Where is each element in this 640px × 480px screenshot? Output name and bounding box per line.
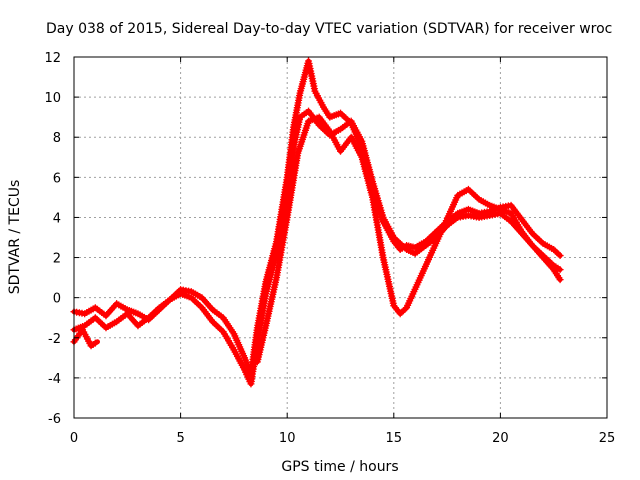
x-tick-label: 10 bbox=[279, 431, 296, 446]
data-point bbox=[550, 246, 558, 254]
data-point bbox=[393, 237, 401, 245]
y-axis-label: SDTVAR / TECUs bbox=[7, 180, 23, 295]
x-tick-label: 25 bbox=[599, 431, 616, 446]
x-tick-label: 20 bbox=[492, 431, 509, 446]
y-tick-label: 2 bbox=[53, 252, 61, 267]
data-point bbox=[398, 308, 406, 316]
data-point bbox=[398, 241, 406, 249]
data-point bbox=[395, 238, 403, 246]
plot-frame bbox=[73, 56, 608, 419]
y-tick-label: 6 bbox=[53, 171, 61, 186]
y-tick-label: 12 bbox=[44, 51, 61, 66]
axis-ticks bbox=[73, 56, 608, 419]
data-point bbox=[401, 305, 409, 313]
data-point bbox=[401, 244, 409, 252]
tick-labels: 0 5 10 15 20 25 -6 -4 -2 0 2 4 6 8 10 12 bbox=[44, 51, 615, 446]
data-point bbox=[556, 252, 564, 260]
data-point bbox=[553, 249, 561, 257]
y-tick-label: 4 bbox=[53, 211, 61, 226]
data-point bbox=[396, 310, 404, 318]
x-tick-label: 5 bbox=[176, 431, 184, 446]
y-tick-label: -6 bbox=[48, 412, 61, 427]
y-tick-label: -4 bbox=[48, 372, 61, 387]
y-tick-label: 0 bbox=[53, 292, 61, 307]
data-point bbox=[551, 247, 559, 255]
x-axis-label: GPS time / hours bbox=[281, 459, 398, 475]
y-tick-label: -2 bbox=[48, 332, 61, 347]
data-point bbox=[396, 240, 404, 248]
x-tick-label: 15 bbox=[386, 431, 403, 446]
data-point bbox=[390, 234, 398, 241]
data-point bbox=[391, 235, 399, 243]
data-point bbox=[91, 339, 99, 347]
grid bbox=[74, 57, 607, 418]
x-tick-label: 0 bbox=[70, 431, 78, 446]
y-tick-label: 10 bbox=[44, 91, 61, 106]
data-point bbox=[399, 307, 407, 315]
data-point bbox=[554, 250, 562, 258]
series-track-c bbox=[70, 113, 564, 366]
data-point bbox=[556, 266, 564, 274]
chart-title: Day 038 of 2015, Sidereal Day-to-day VTE… bbox=[46, 21, 612, 37]
data-point bbox=[399, 243, 407, 251]
y-tick-label: 8 bbox=[53, 131, 61, 146]
series bbox=[70, 57, 564, 388]
data-point bbox=[556, 276, 564, 284]
